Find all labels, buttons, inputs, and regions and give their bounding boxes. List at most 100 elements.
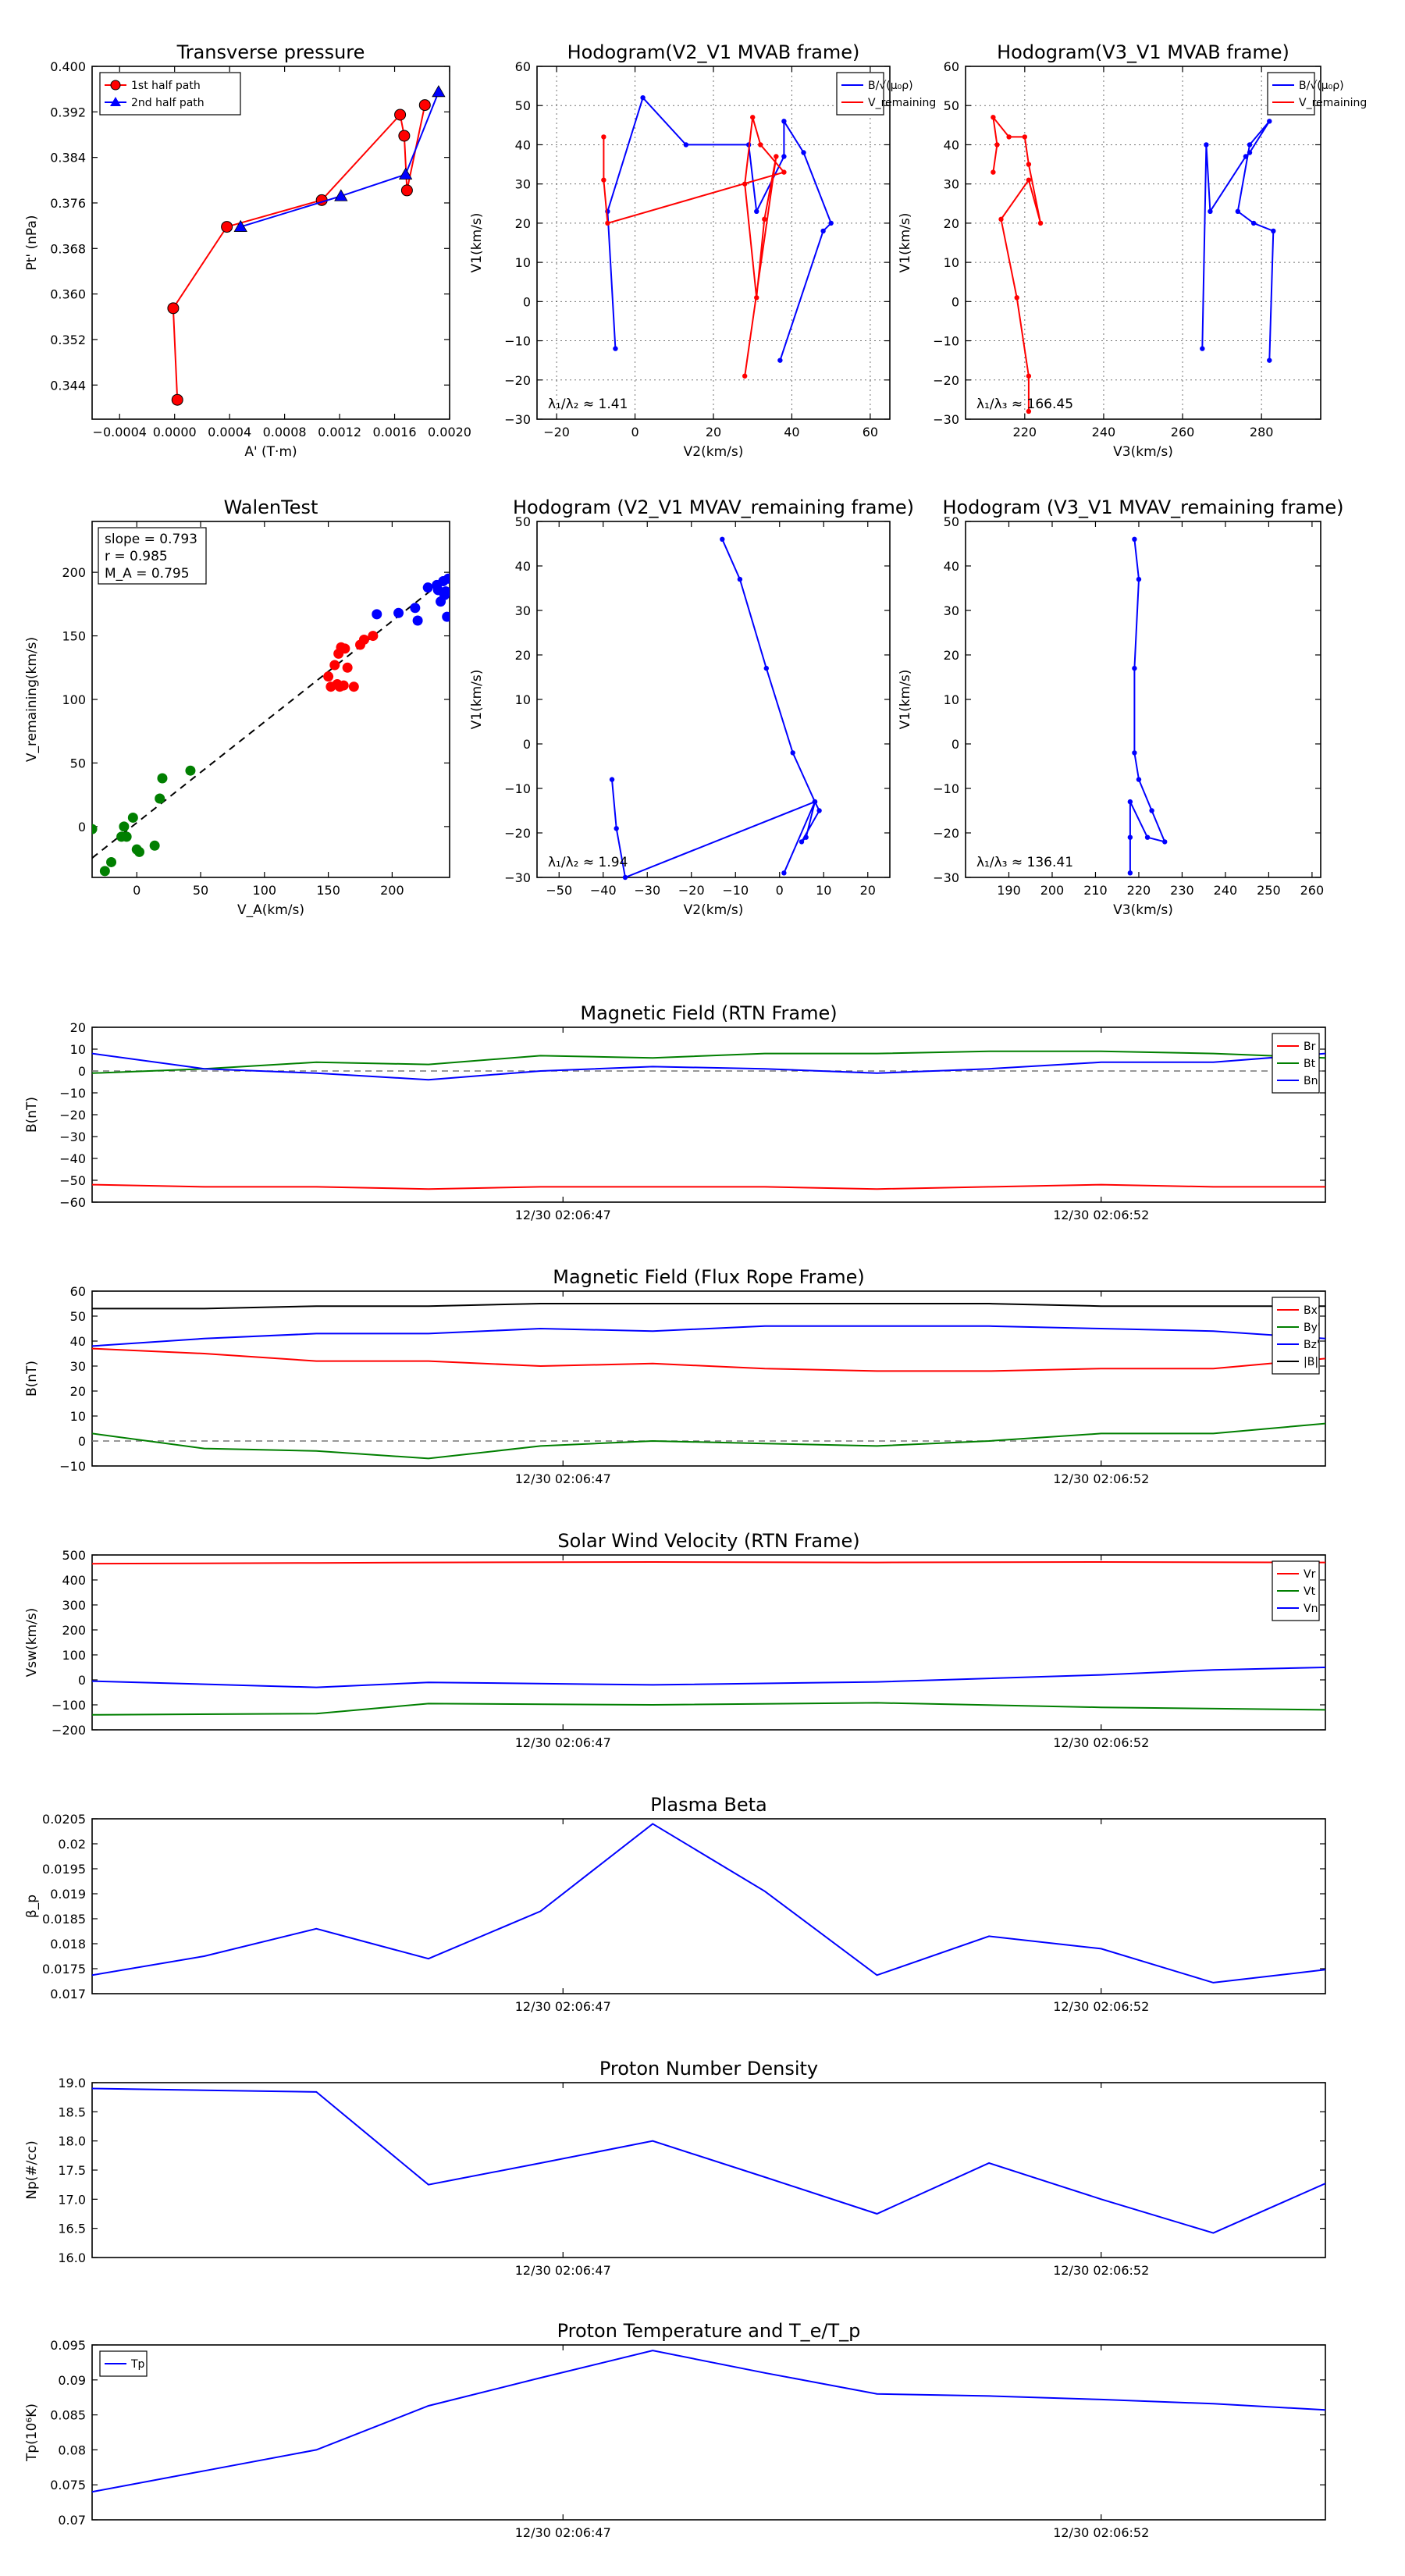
legend: Br Bt Bn <box>1272 1033 1320 1094</box>
x-tick-label: 60 <box>863 425 878 439</box>
x-tick-label: 190 <box>997 883 1021 898</box>
y-tick-label: −10 <box>59 1459 86 1474</box>
y-tick-label: −30 <box>59 1130 86 1144</box>
y-axis-label: V1(km/s) <box>898 670 913 730</box>
y-tick-label: −20 <box>504 373 531 388</box>
legend-label: Br <box>1304 1041 1316 1053</box>
y-tick-label: −10 <box>504 781 531 796</box>
chart-hodoV2: 190 200 210 220 230 240 250 260 −30 −20 −10 0 10 20 30… <box>898 496 1344 918</box>
legend-label: B/√(μ₀ρ) <box>868 80 913 92</box>
y-tick-label: 200 <box>62 1623 86 1638</box>
y-tick-label: 40 <box>70 1334 86 1349</box>
axes-frame <box>91 1554 1326 1731</box>
axes-frame <box>91 1026 1326 1203</box>
data-point <box>1267 119 1272 124</box>
y-tick-label: 60 <box>944 59 959 74</box>
data-point <box>605 220 610 226</box>
data-point <box>742 373 748 379</box>
data-point <box>398 130 411 142</box>
data-point <box>398 167 413 180</box>
y-tick-label: 30 <box>515 177 531 192</box>
legend: 1st half path 2nd half path <box>99 72 241 116</box>
y-tick-label: 0.085 <box>50 2408 86 2423</box>
data-point <box>799 839 805 845</box>
eigen-ratio-annotation: λ₁/λ₃ ≈ 136.41 <box>976 855 1073 870</box>
scatter-point <box>185 765 196 776</box>
legend: B/√(μ₀ρ) V_remaining <box>1267 72 1367 116</box>
y-tick-label: 10 <box>70 1042 86 1057</box>
x-tick-label: 12/30 02:06:52 <box>1053 1735 1149 1750</box>
x-tick-label: 210 <box>1083 883 1108 898</box>
data-point <box>1250 220 1257 226</box>
data-point <box>1127 799 1133 805</box>
chart-mag_fr: 12/30 02:06:47 12/30 02:06:52 −10 0 10 20 30 40… <box>24 1266 1326 1486</box>
data-point <box>221 221 233 233</box>
series-line-beta <box>92 1823 1325 1984</box>
scatter-point <box>368 631 379 642</box>
y-tick-label: −40 <box>59 1151 86 1166</box>
x-tick-label: 12/30 02:06:47 <box>515 1471 611 1486</box>
y-tick-label: 50 <box>70 756 86 770</box>
x-tick-label: 200 <box>380 883 404 898</box>
legend-label: Bz' <box>1304 1339 1320 1351</box>
y-axis-label: Np(#/cc) <box>24 2140 40 2199</box>
data-point <box>432 84 446 98</box>
x-tick-label: 0.0004 <box>208 425 251 439</box>
x-tick-label: −20 <box>678 883 705 898</box>
data-point <box>1204 142 1209 148</box>
chart-tp: −0.0004 0.0000 0.0004 0.0008 0.0012 0.0016 0.0… <box>24 41 471 460</box>
y-tick-label: −30 <box>933 870 959 885</box>
scatter-point <box>443 573 450 584</box>
data-point <box>742 181 748 187</box>
y-tick-label: 0.0205 <box>42 1812 86 1827</box>
y-tick-label: 0.368 <box>50 241 86 256</box>
data-point <box>1136 576 1142 582</box>
scatter-point <box>106 856 117 867</box>
axes-frame <box>965 66 1321 420</box>
legend-label: 2nd half path <box>131 97 205 109</box>
y-tick-label: 0.384 <box>50 151 86 165</box>
data-point <box>1014 295 1019 301</box>
series-line-By' <box>92 1422 1325 1460</box>
series-line-Br <box>92 1183 1325 1190</box>
legend-label: Bt <box>1304 1058 1316 1070</box>
series-line-Np <box>92 2087 1325 2234</box>
data-point <box>781 870 787 876</box>
chart-title: Solar Wind Velocity (RTN Frame) <box>557 1530 859 1552</box>
y-tick-label: 0.09 <box>58 2373 86 2388</box>
data-point <box>763 665 769 671</box>
scatter-point <box>422 582 433 593</box>
chart-tp_temp: 12/30 02:06:47 12/30 02:06:52 0.07 0.075 0.0… <box>24 2320 1326 2540</box>
y-tick-label: −100 <box>52 1698 86 1713</box>
data-point <box>1127 870 1133 876</box>
data-point <box>777 358 783 363</box>
chart-title: Transverse pressure <box>176 41 365 63</box>
data-point <box>334 189 348 201</box>
y-tick-label: 20 <box>944 648 959 663</box>
series-line-|B| <box>92 1303 1325 1310</box>
legend-label: V_remaining <box>868 97 936 109</box>
x-tick-label: 280 <box>1250 425 1274 439</box>
scatter-point <box>127 812 138 823</box>
axes-frame <box>965 521 1321 878</box>
data-point <box>758 142 763 148</box>
axes-frame <box>91 66 450 420</box>
y-axis-label: B(nT) <box>24 1361 40 1397</box>
scatter-point <box>157 773 168 784</box>
y-tick-label: 18.0 <box>58 2134 86 2149</box>
legend: B/√(μ₀ρ) V_remaining <box>836 72 936 116</box>
data-point <box>1235 208 1241 215</box>
scatter-point <box>372 609 382 620</box>
y-tick-label: 18.5 <box>58 2105 86 2119</box>
axes-frame <box>91 1818 1326 1994</box>
y-tick-label: 0.360 <box>50 287 86 302</box>
scatter-point <box>119 821 130 832</box>
chart-title: Hodogram (V3_V1 MVAV_remaining frame) <box>942 496 1343 518</box>
x-tick-label: −30 <box>634 883 660 898</box>
chart-beta: 12/30 02:06:47 12/30 02:06:52 0.017 0.0175 0… <box>24 1794 1326 2014</box>
y-tick-label: −20 <box>59 1108 86 1123</box>
x-tick-label: 240 <box>1092 425 1116 439</box>
legend-label: B/√(μ₀ρ) <box>1299 80 1344 92</box>
stats-line: slope = 0.793 <box>105 532 197 547</box>
y-tick-label: −10 <box>504 334 531 349</box>
